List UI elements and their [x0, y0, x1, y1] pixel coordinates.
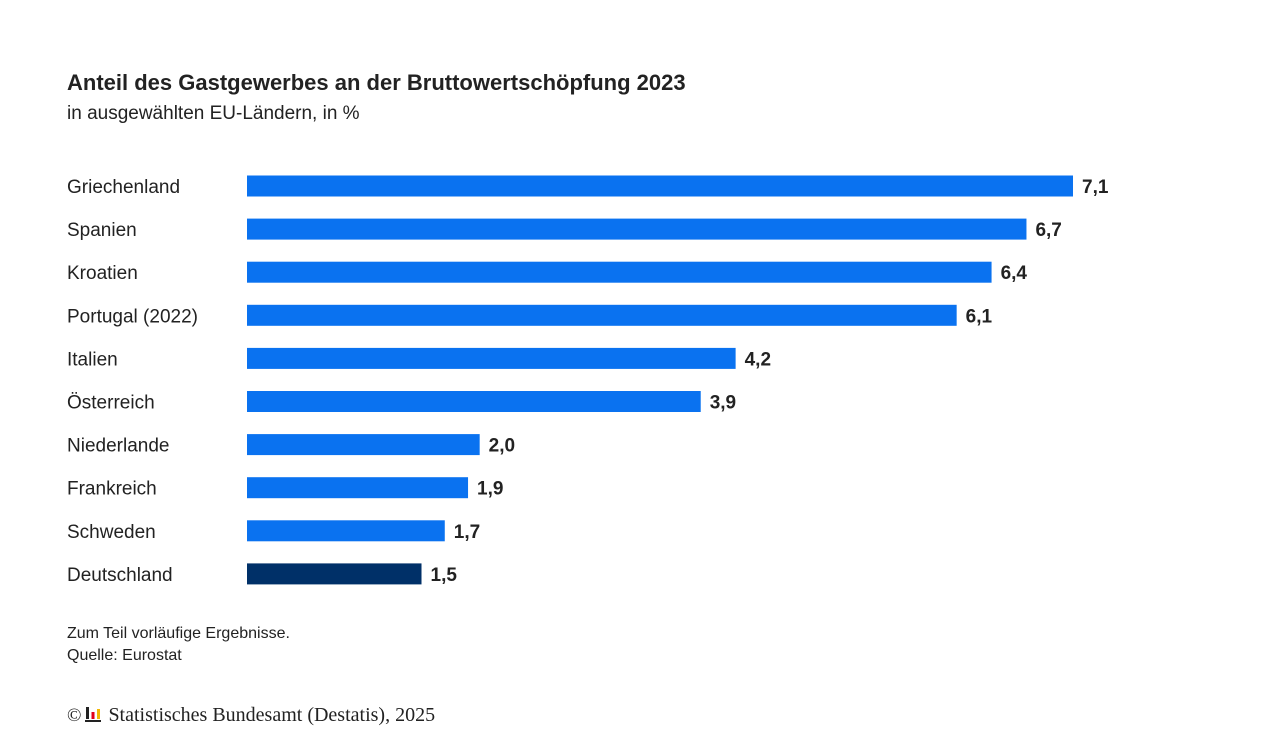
footer-text: Statistisches Bundesamt (Destatis), 2025	[108, 704, 436, 726]
category-label: Frankreich	[67, 479, 157, 500]
destatis-logo-icon	[85, 706, 102, 722]
copyright-symbol: ©	[67, 704, 82, 726]
bar-kroatien	[247, 261, 992, 283]
category-label: Spanien	[67, 220, 137, 241]
bar-spanien	[247, 218, 1027, 240]
value-label: 4,2	[745, 349, 771, 370]
chart-subtitle: in ausgewählten EU-Ländern, in %	[67, 103, 360, 124]
chart-notes: Zum Teil vorläufige Ergebnisse. Quelle: …	[67, 623, 290, 667]
note-source: Quelle: Eurostat	[67, 647, 182, 664]
value-label: 1,9	[477, 479, 503, 500]
value-label: 6,1	[966, 306, 993, 327]
value-label: 1,5	[431, 565, 458, 586]
chart-title: Anteil des Gastgewerbes an der Bruttower…	[67, 70, 686, 95]
bar-österreich	[247, 391, 701, 412]
category-label: Österreich	[67, 393, 155, 414]
value-label: 6,4	[1001, 263, 1028, 284]
bar-griechenland	[247, 175, 1073, 197]
bar-deutschland	[247, 563, 422, 585]
note-preliminary: Zum Teil vorläufige Ergebnisse.	[67, 625, 290, 642]
bar-frankreich	[247, 477, 469, 499]
category-label: Kroatien	[67, 263, 138, 284]
value-label: 6,7	[1035, 220, 1061, 241]
category-label: Portugal (2022)	[67, 306, 198, 327]
category-label: Deutschland	[67, 565, 173, 586]
bar-niederlande	[247, 434, 480, 456]
category-label: Niederlande	[67, 436, 169, 457]
bar-schweden	[247, 520, 445, 542]
bar-chart: Griechenland 7,1 Spanien 6,7 Kroatien 6,4 Port…	[67, 175, 1109, 586]
category-label: Italien	[67, 349, 118, 370]
value-label: 1,7	[454, 522, 480, 543]
value-label: 3,9	[710, 393, 736, 414]
bar-italien	[247, 347, 736, 369]
category-label: Griechenland	[67, 177, 180, 198]
value-label: 7,1	[1082, 177, 1109, 198]
bar-portugal-2022	[247, 304, 957, 326]
footer: © Statistisches Bundesamt (Destatis), 20…	[67, 704, 435, 727]
value-label: 2,0	[489, 436, 515, 457]
category-label: Schweden	[67, 522, 156, 543]
